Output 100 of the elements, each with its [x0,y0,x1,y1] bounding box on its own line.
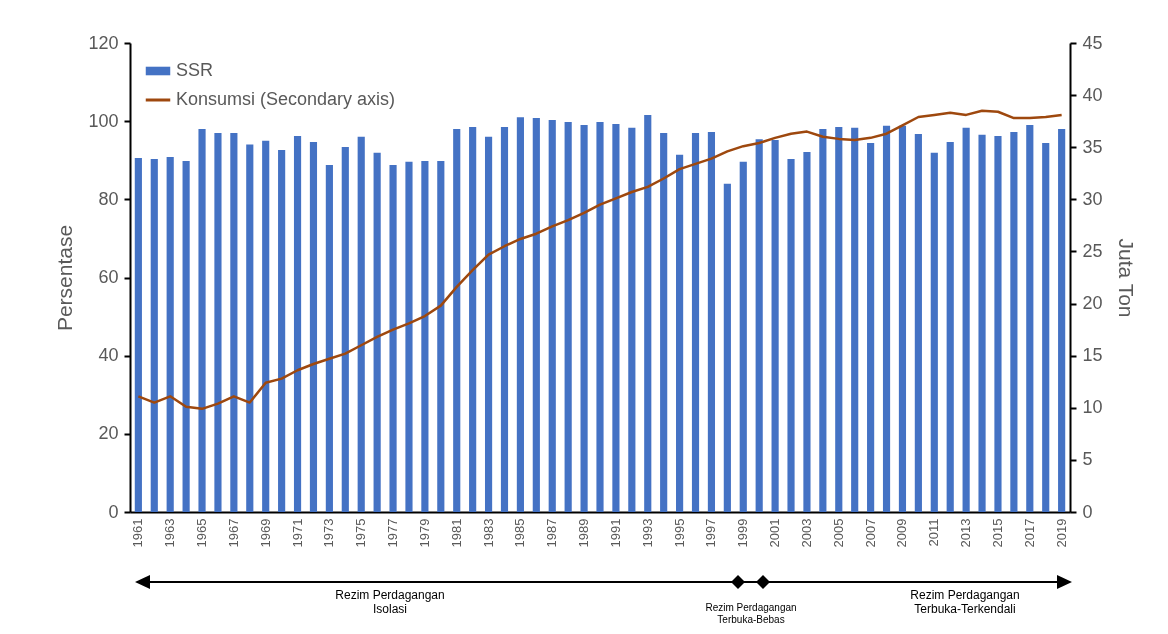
bar [548,119,556,512]
bar [278,150,286,512]
x-tick-label: 2019 [1053,518,1069,548]
x-tick-label: 1983 [480,518,496,548]
y-tick-label: 80 [98,188,119,209]
bar [198,128,206,512]
bar [389,164,397,512]
x-tick-label: 2005 [830,518,846,548]
x-tick-label: 2017 [1021,518,1037,548]
text: Rezim Perdagangan Isolasi [335,588,445,617]
bar [914,134,922,512]
bar [930,152,938,512]
x-tick-label: 1997 [703,518,719,548]
bar [835,127,843,512]
y2-tick-label: 25 [1082,240,1103,261]
bar [262,140,270,512]
bar [1026,125,1034,512]
bar [898,125,907,512]
bar [851,127,859,512]
text: Rezim Perdagangan Terbuka-Terkendali [910,588,1020,617]
x-tick-label: 2009 [894,518,910,548]
y2-tick-label: 20 [1082,293,1103,314]
x-tick-label: 1999 [735,518,751,548]
bar [405,161,413,512]
bar [1058,128,1066,512]
bar [421,161,429,512]
bar [723,183,731,512]
bar [469,127,477,512]
bar [246,144,254,512]
x-tick-label: 2001 [767,518,783,548]
legend-label: SSR [176,60,214,80]
bar [819,128,827,512]
x-tick-label: 1977 [385,518,401,548]
bar [293,136,302,512]
x-tick-label: 1973 [321,518,337,548]
y2-tick-label: 5 [1082,449,1093,470]
bar [803,152,811,512]
bar [994,136,1002,512]
line-series [137,109,1063,411]
x-tick-label: 1981 [448,518,464,548]
x-tick-label: 1963 [162,518,178,548]
bar [373,152,381,512]
bar [867,143,875,512]
bar [660,132,668,512]
y-tick-label: 0 [108,501,119,522]
bar [962,127,970,512]
bar [691,132,700,512]
bar [182,161,190,512]
bar [596,121,604,512]
bar [357,136,365,512]
bar [978,134,986,512]
y-axis-title: Persentase [53,224,77,332]
bar [771,139,779,512]
bar [1010,132,1018,512]
x-tick-label: 1969 [257,518,273,548]
x-tick-label: 2007 [862,518,878,548]
y-tick-label: 120 [88,32,119,53]
bar [341,146,349,512]
x-tick-label: 1971 [289,518,305,548]
x-tick-label: 1967 [225,518,241,548]
x-tick-label: 1961 [130,518,146,548]
x-tick-label: 1987 [544,518,560,548]
y2-tick-label: 45 [1082,32,1103,53]
bar [644,114,652,512]
bar [739,161,747,512]
x-tick-label: 2011 [926,518,942,547]
bar [628,127,636,512]
y2-tick-label: 10 [1082,397,1103,418]
y2-tick-label: 30 [1082,188,1103,209]
bar [612,123,620,512]
bar [166,157,174,512]
x-tick-label: 1993 [639,518,655,548]
bar [309,141,318,512]
bar [707,132,716,512]
x-tick-label: 1975 [353,518,369,548]
bar [325,164,333,512]
y-tick-label: 60 [98,267,119,287]
bar [755,139,763,512]
x-tick-label: 1965 [194,518,210,548]
y-tick-label: 20 [98,423,119,444]
legend-label: Konsumsi (Secondary axis) [176,89,396,109]
bar [134,157,142,512]
y2-tick-label: 35 [1082,136,1103,157]
x-tick-label: 1979 [416,518,432,548]
bar [453,128,461,512]
bar [787,159,795,512]
x-tick-label: 2003 [798,518,814,548]
x-tick-label: 1991 [607,518,623,548]
bar [214,132,222,512]
x-tick-label: 1985 [512,518,528,548]
bar [230,132,238,512]
y-tick-label: 100 [88,110,119,131]
bar [532,118,540,512]
x-tick-label: 2013 [958,518,974,548]
y2-tick-label: 0 [1082,501,1093,522]
bar [564,121,572,512]
bar [500,127,509,512]
bar [437,161,445,512]
x-tick-label: 1995 [671,518,687,548]
x-tick-label: 1989 [576,518,592,548]
